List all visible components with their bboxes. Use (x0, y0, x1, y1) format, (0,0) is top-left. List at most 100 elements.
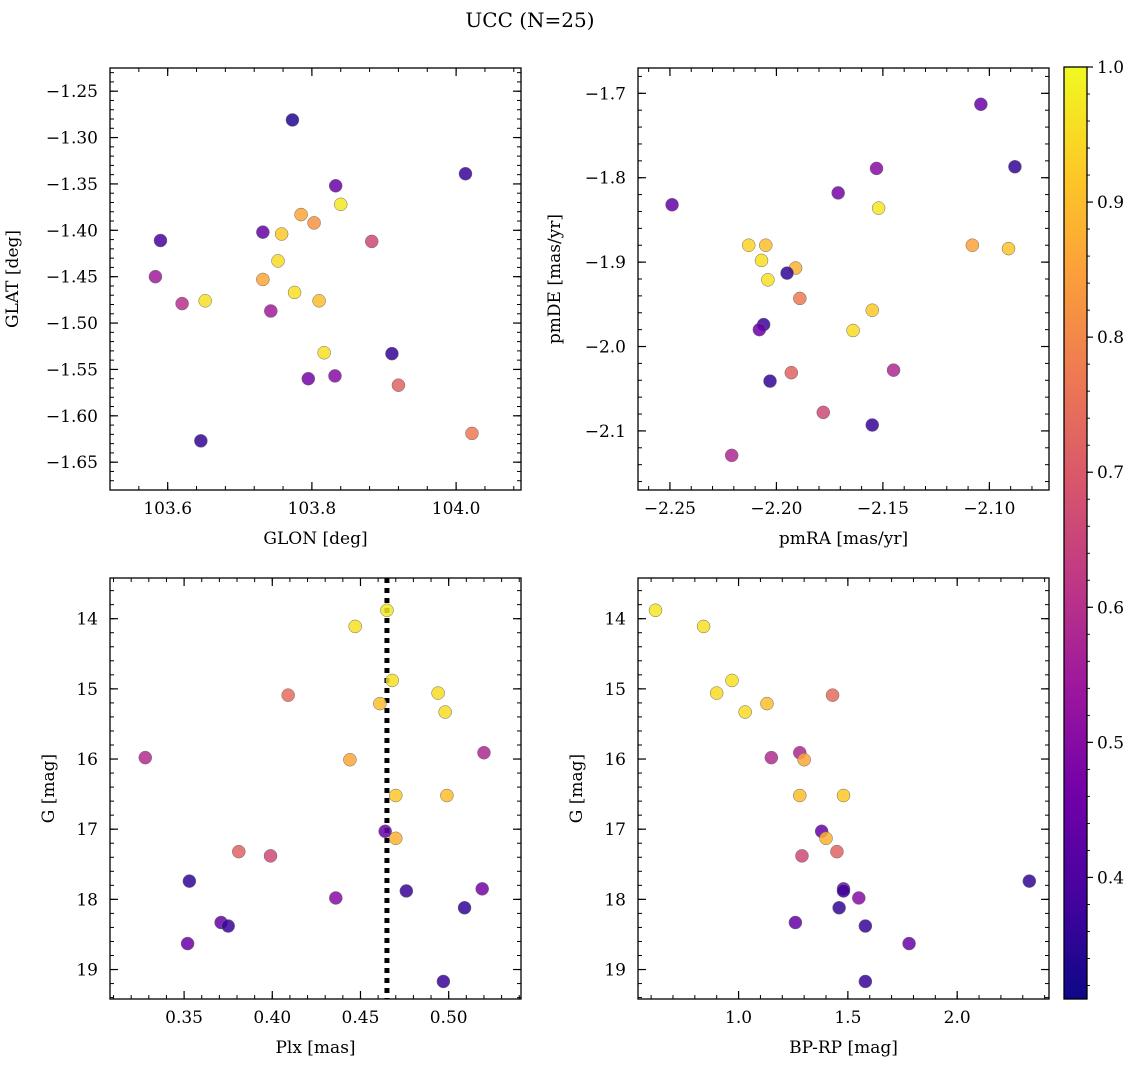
plot3-point (385, 673, 399, 688)
figure-title: UCC (N=25) (465, 8, 594, 32)
plot4-ytick-label: 17 (604, 820, 626, 840)
plot2-xtick-label: −2.25 (644, 499, 696, 519)
plot2-ytick-label: −1.9 (585, 253, 626, 273)
plot2-point (759, 238, 773, 252)
plot2-point (1008, 159, 1022, 174)
colorbar-gradient (1064, 67, 1087, 999)
plot3-point (438, 705, 452, 719)
plot4-ytick-label: 18 (604, 890, 626, 910)
plot2-point (784, 365, 799, 380)
plot4-point (902, 936, 916, 951)
plot2-point (1001, 241, 1016, 256)
colorbar-frame (1063, 66, 1088, 1000)
plot1-ytick-label: −1.35 (46, 175, 98, 195)
colorbar-tick-label: 0.9 (1097, 193, 1124, 213)
plot3-point (440, 788, 454, 803)
plot2-point (761, 273, 775, 287)
plot2-ytick-label: −1.7 (585, 84, 626, 104)
plot3-point (232, 844, 246, 859)
plot1-point (256, 272, 270, 287)
plot1-ytick-label: −1.60 (46, 407, 98, 427)
plot4-point (836, 788, 851, 803)
plot4-ytick-label: 14 (604, 610, 626, 630)
plot3-point (221, 919, 235, 933)
plot1-point (301, 371, 316, 386)
plot4-point (696, 619, 711, 634)
plot2-point (780, 266, 794, 280)
colorbar-tick-label: 0.6 (1097, 598, 1124, 618)
plot3-point (182, 874, 197, 888)
plot1-point (198, 294, 212, 308)
plot2-xtick-label: −2.10 (963, 499, 1015, 519)
plot2-frame (637, 67, 1050, 491)
plot1-point (317, 345, 331, 360)
plot-axes: 103.6 103.8 104.0 −1.25 −1.30 −1.35 −1.40 −1.45… (3, 67, 1050, 1058)
plot-marks (138, 97, 1037, 999)
plot2-point (752, 322, 767, 337)
plot4-point (760, 696, 774, 711)
plot2-point (724, 448, 739, 463)
plot2-point (871, 201, 886, 215)
plot3-point (389, 788, 403, 803)
plot2-point (793, 291, 807, 306)
plot4-y-axis-label: G [mag] (567, 754, 587, 823)
plot3-point (477, 745, 491, 760)
plot4-point (819, 831, 833, 846)
plot2-ytick-label: −2.0 (585, 338, 626, 358)
plot3-ytick-label: 14 (76, 610, 98, 630)
plot1-xtick-label: 103.6 (143, 499, 192, 519)
plot2-point (865, 303, 879, 317)
plot3-point (399, 884, 414, 898)
plot1-point (294, 207, 308, 222)
plot1-point (328, 369, 342, 383)
plot3-point (380, 603, 394, 618)
plot4-ytick-label: 19 (604, 961, 626, 981)
plot2-point (763, 374, 777, 388)
plot2-point (869, 161, 884, 176)
plot1-frame (109, 67, 522, 491)
plot4-xtick-label: 1.0 (725, 1008, 752, 1028)
plot1-xtick-label: 103.8 (288, 499, 337, 519)
plot1-x-axis-label: GLON [deg] (263, 529, 367, 549)
colorbar-tick-label: 0.4 (1097, 868, 1124, 888)
plot2-ytick-label: −1.8 (585, 169, 626, 189)
plot3-point (180, 936, 195, 951)
plot4-xtick-label: 2.0 (944, 1008, 971, 1028)
plot3-xtick-label: 0.45 (342, 1008, 380, 1028)
plot4-point (709, 686, 724, 700)
plot3-point (281, 688, 295, 702)
plot3-ytick-label: 15 (76, 680, 98, 700)
plot2-point (965, 238, 980, 252)
plot1-point (391, 378, 406, 392)
plot1-point (256, 225, 270, 239)
plot2-point (865, 418, 879, 432)
plot1-point (285, 113, 300, 127)
plot2-point (754, 253, 769, 268)
plot2-y-axis-label: pmDE [mas/yr] (545, 214, 565, 344)
plot4-xtick-label: 1.5 (834, 1008, 861, 1028)
plot2-point (741, 238, 756, 252)
colorbar: 0.4 0.5 0.6 0.7 0.8 0.9 1.0 (1063, 58, 1124, 1000)
plot4-point (764, 750, 779, 765)
plot1-ytick-label: −1.25 (46, 82, 98, 102)
plot4-point (795, 849, 809, 863)
plot4-point (858, 974, 873, 989)
plot1-point (264, 304, 278, 318)
plot2-ytick-label: −2.1 (585, 422, 626, 442)
plot2-xtick-label: −2.15 (857, 499, 909, 519)
plot2-point (974, 97, 988, 112)
plot1-ytick-label: −1.30 (46, 129, 98, 149)
plot4-point (797, 752, 811, 767)
plot3-point (436, 974, 451, 989)
plot3-point (138, 750, 153, 765)
plot3-ytick-label: 18 (76, 890, 98, 910)
plot3-ytick-label: 16 (76, 750, 98, 770)
plot1-point (364, 234, 379, 249)
plot1-point (287, 285, 302, 300)
plot3-point (263, 849, 278, 863)
plot3-point (343, 752, 357, 767)
plot3-point (475, 882, 489, 896)
plot1-ytick-label: −1.45 (46, 268, 98, 288)
plot1-ytick-label: −1.50 (46, 314, 98, 334)
